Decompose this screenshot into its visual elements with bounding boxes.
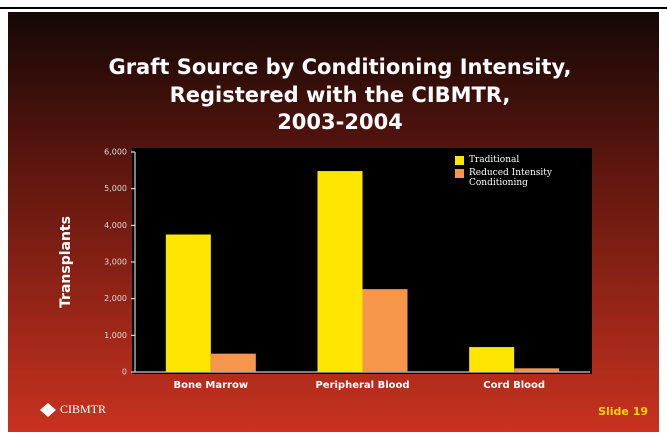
slide-number: Slide 19 — [598, 405, 648, 418]
logo-mark — [40, 403, 56, 417]
x-tick-label: Peripheral Blood — [315, 380, 409, 391]
y-tick-label: 4,000 — [104, 221, 127, 230]
title-line: Registered with the CIBMTR, — [170, 83, 511, 107]
y-tick-label: 1,000 — [104, 331, 127, 340]
bar — [210, 353, 256, 372]
bar — [514, 368, 560, 372]
legend-label: Reduced Intensity Conditioning — [469, 168, 552, 188]
y-tick-label: 3,000 — [104, 258, 127, 267]
x-tick-label: Cord Blood — [483, 380, 545, 391]
y-tick-label: 6,000 — [104, 148, 127, 157]
y-axis-label: Transplants — [58, 216, 74, 308]
bar — [469, 347, 515, 372]
legend-swatch — [455, 156, 464, 165]
bar — [165, 234, 211, 372]
title-line: Graft Source by Conditioning Intensity, — [108, 55, 571, 79]
y-tick-label: 2,000 — [104, 294, 127, 303]
legend-swatch — [455, 169, 464, 178]
y-tick-label: 5,000 — [104, 184, 127, 193]
bar — [317, 171, 363, 372]
logo-text: CIBMTR — [60, 402, 106, 416]
title-line: 2003-2004 — [277, 110, 403, 134]
y-tick-label: 0 — [122, 368, 127, 377]
x-tick-label: Bone Marrow — [174, 380, 249, 391]
legend-item: Traditional — [469, 155, 520, 165]
bar — [362, 289, 408, 372]
legend-item: Reduced Intensity Conditioning — [469, 168, 552, 188]
legend-label: Traditional — [469, 155, 520, 165]
